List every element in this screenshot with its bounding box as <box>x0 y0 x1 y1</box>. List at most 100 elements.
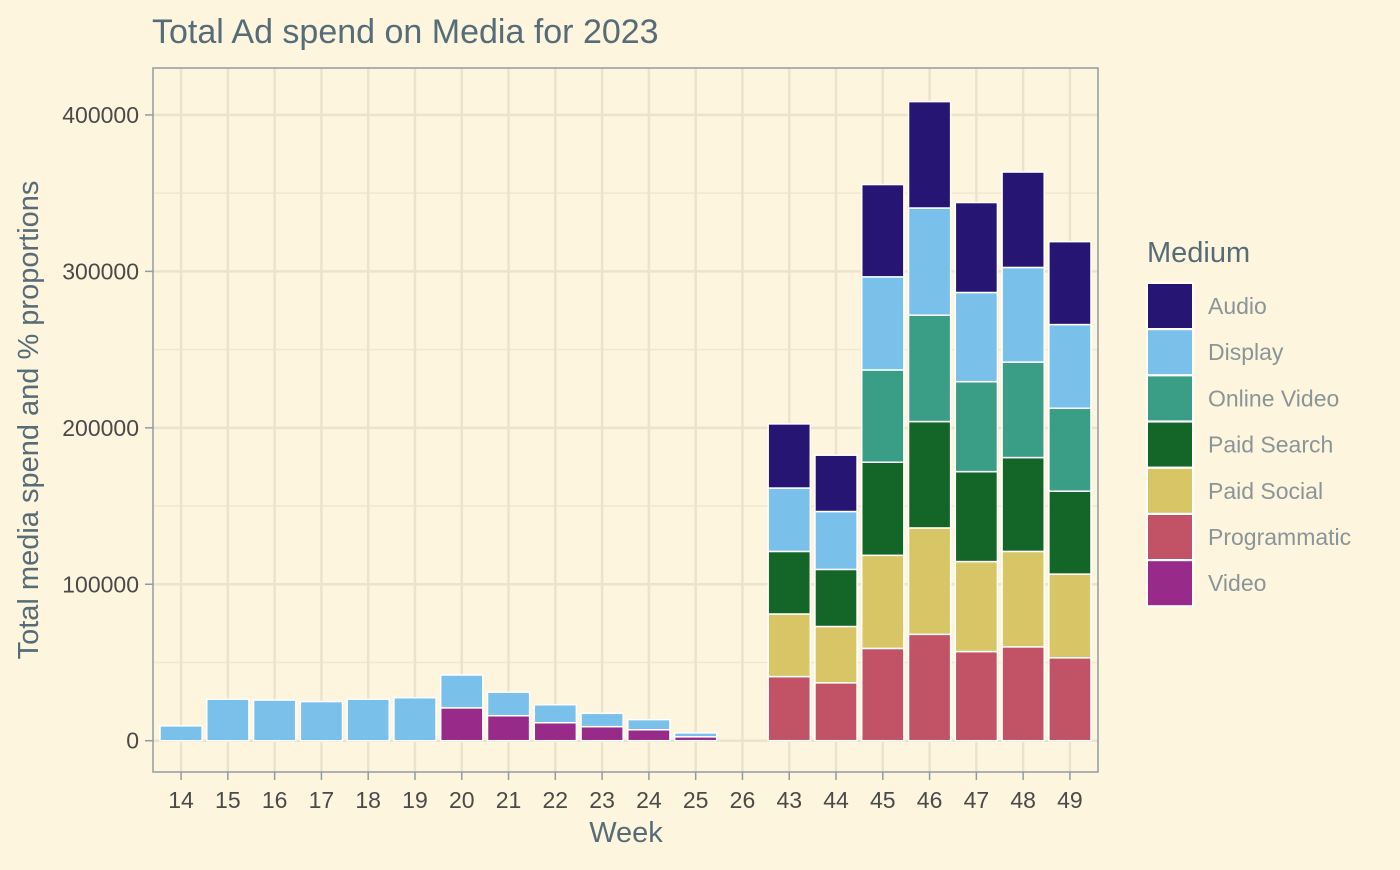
legend-swatch <box>1146 328 1194 377</box>
bar-segment <box>1048 240 1092 326</box>
bar-segment <box>1048 323 1092 410</box>
bar-segment <box>1001 171 1045 269</box>
x-tick-label: 14 <box>168 787 194 813</box>
x-tick-label: 25 <box>683 787 709 813</box>
bar-segment <box>1001 361 1045 459</box>
x-tick-label: 17 <box>309 787 335 813</box>
legend-title: Medium <box>1147 237 1250 269</box>
legend-swatch <box>1146 282 1194 330</box>
bar-segment <box>627 729 671 742</box>
bar-segment <box>954 650 999 742</box>
bar-segment <box>954 470 999 563</box>
legend-label: Programmatic <box>1208 524 1351 550</box>
y-axis: 0 100000 200000 300000 400000 <box>62 102 153 754</box>
y-tick-label: 100000 <box>62 571 139 597</box>
x-tick-label: 43 <box>776 787 802 813</box>
bar-segment <box>533 703 578 724</box>
legend-label: Paid Social <box>1208 478 1323 504</box>
x-axis: 14 15 16 17 18 19 20 21 22 23 24 25 26 43 44 45 46 47 48 49 <box>168 772 1083 813</box>
x-tick-label: 47 <box>964 787 990 813</box>
bar-segment <box>767 423 812 489</box>
bar-segment <box>907 207 952 316</box>
x-tick-label: 16 <box>262 787 288 813</box>
bar-segment <box>299 700 344 742</box>
x-axis-label: Week <box>589 817 663 849</box>
bar-segment <box>814 510 858 571</box>
bar-segment <box>393 696 437 742</box>
bar-segment <box>814 568 858 628</box>
legend-label: Paid Search <box>1208 432 1333 458</box>
bar-segment <box>346 698 390 742</box>
bar-segment <box>252 699 297 742</box>
x-tick-label: 22 <box>543 787 569 813</box>
x-tick-label: 26 <box>730 787 756 813</box>
bar-segment <box>814 454 858 513</box>
bar-segment <box>533 721 578 742</box>
bar-segment <box>1048 490 1092 575</box>
x-tick-label: 20 <box>449 787 475 813</box>
bar-segment <box>954 291 999 383</box>
legend-swatch <box>1146 420 1194 469</box>
y-tick-label: 0 <box>126 728 139 754</box>
bar-segment <box>1001 266 1045 363</box>
x-tick-label: 19 <box>402 787 428 813</box>
legend-swatch <box>1146 466 1194 515</box>
bar-segment <box>1048 657 1092 742</box>
bar-segment <box>907 420 952 529</box>
bar-segment <box>954 380 999 473</box>
legend-swatch <box>1146 559 1194 608</box>
x-tick-label: 45 <box>870 787 896 813</box>
bar-segment <box>767 550 812 615</box>
bar-segment <box>1048 573 1092 659</box>
legend-label: Audio <box>1208 293 1267 319</box>
bar-segment <box>767 613 812 678</box>
bar-segment <box>627 718 671 731</box>
x-tick-label: 48 <box>1010 787 1036 813</box>
chart-title: Total Ad spend on Media for 2023 <box>152 13 659 51</box>
x-tick-label: 49 <box>1057 787 1083 813</box>
x-tick-label: 21 <box>496 787 522 813</box>
bar-segment <box>861 461 905 557</box>
bar-segment <box>767 675 812 742</box>
x-tick-label: 15 <box>215 787 241 813</box>
bar-segment <box>486 691 531 717</box>
bar-segment <box>861 369 905 463</box>
bar-segment <box>861 276 905 371</box>
bar-segment <box>861 183 905 278</box>
bar-segment <box>159 725 203 742</box>
legend-label: Online Video <box>1208 385 1339 411</box>
bar-segment <box>1001 646 1045 742</box>
bar-segment <box>861 554 905 650</box>
bar-segment <box>1001 456 1045 553</box>
bar-segment <box>907 527 952 636</box>
bar-segment <box>907 633 952 742</box>
bar-segment <box>767 487 812 553</box>
y-tick-label: 300000 <box>62 258 139 284</box>
x-tick-label: 24 <box>636 787 662 813</box>
bar-segment <box>861 647 905 742</box>
bar-segment <box>814 625 858 684</box>
plot-border <box>152 67 1099 773</box>
x-tick-label: 46 <box>917 787 943 813</box>
bar-segment <box>673 732 718 738</box>
bar-segment <box>954 201 999 294</box>
bar-segment <box>1001 550 1045 648</box>
bar-segment <box>907 100 952 209</box>
x-tick-label: 18 <box>355 787 381 813</box>
bar-segment <box>907 314 952 423</box>
bar-segment <box>206 698 250 742</box>
bar-segment <box>486 714 531 742</box>
bars <box>159 100 1092 742</box>
bar-segment <box>439 674 484 709</box>
bar-segment <box>1048 407 1092 492</box>
bar-segment <box>954 560 999 653</box>
legend-label: Video <box>1208 570 1266 596</box>
x-tick-label: 23 <box>589 787 615 813</box>
legend-swatch <box>1146 374 1194 423</box>
legend: Medium Audio Display Online Video Paid Sear… <box>1146 237 1351 608</box>
bar-segment <box>439 707 484 742</box>
y-tick-label: 200000 <box>62 415 139 441</box>
legend-swatch <box>1146 513 1194 561</box>
